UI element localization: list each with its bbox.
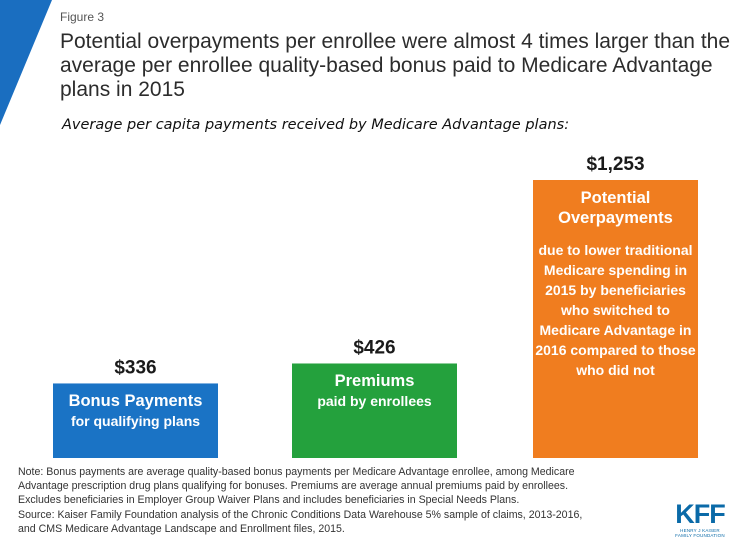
figure-label: Figure 3 xyxy=(60,10,105,24)
bar-heading: Premiums xyxy=(334,372,415,391)
chart-title: Potential overpayments per enrollee were… xyxy=(60,30,731,101)
bar-text-premiums: Premiums paid by enrollees xyxy=(292,371,457,411)
kff-logo: KFF HENRY J KAISER FAMILY FOUNDATION xyxy=(672,500,728,538)
source-line: and CMS Medicare Advantage Landscape and… xyxy=(18,522,345,535)
logo-tagline: HENRY J KAISER xyxy=(680,528,720,533)
notes-block: Note: Bonus payments are average quality… xyxy=(18,465,668,536)
corner-accent xyxy=(0,0,52,125)
bar-premiums xyxy=(292,363,457,458)
bar-text-bonus-payments: Bonus Payments for qualifying plans xyxy=(53,391,218,431)
bar-description: due to lower traditional Medicare spendi… xyxy=(535,242,696,378)
bar-heading: Bonus Payments xyxy=(68,392,203,411)
logo-mark: KFF xyxy=(675,499,725,529)
bar-potential-overpayments xyxy=(533,180,698,458)
note-line: Advantage prescription drug plans qualif… xyxy=(18,480,569,493)
bar-text-potential-overpayments: Potential Overpayments due to lower tradi… xyxy=(533,188,698,380)
bar-chart: $336 $426 $1,253 xyxy=(53,154,698,458)
value-label-bonus-payments: $336 xyxy=(114,357,156,378)
value-label-premiums: $426 xyxy=(353,337,395,358)
value-label-potential-overpayments: $1,253 xyxy=(586,154,644,175)
bar-description: for qualifying plans xyxy=(70,413,201,430)
logo-tagline: FAMILY FOUNDATION xyxy=(675,533,725,538)
chart-subtitle: Average per capita payments received by … xyxy=(62,117,570,133)
note-line: Note: Bonus payments are average quality… xyxy=(18,466,575,478)
bar-description: paid by enrollees xyxy=(317,393,432,410)
note-line: Excludes beneficiaries in Employer Group… xyxy=(18,494,520,507)
source-line: Source: Kaiser Family Foundation analysi… xyxy=(18,508,583,521)
bar-heading: Potential Overpayments xyxy=(558,189,673,227)
bar-bonus-payments xyxy=(53,383,218,458)
